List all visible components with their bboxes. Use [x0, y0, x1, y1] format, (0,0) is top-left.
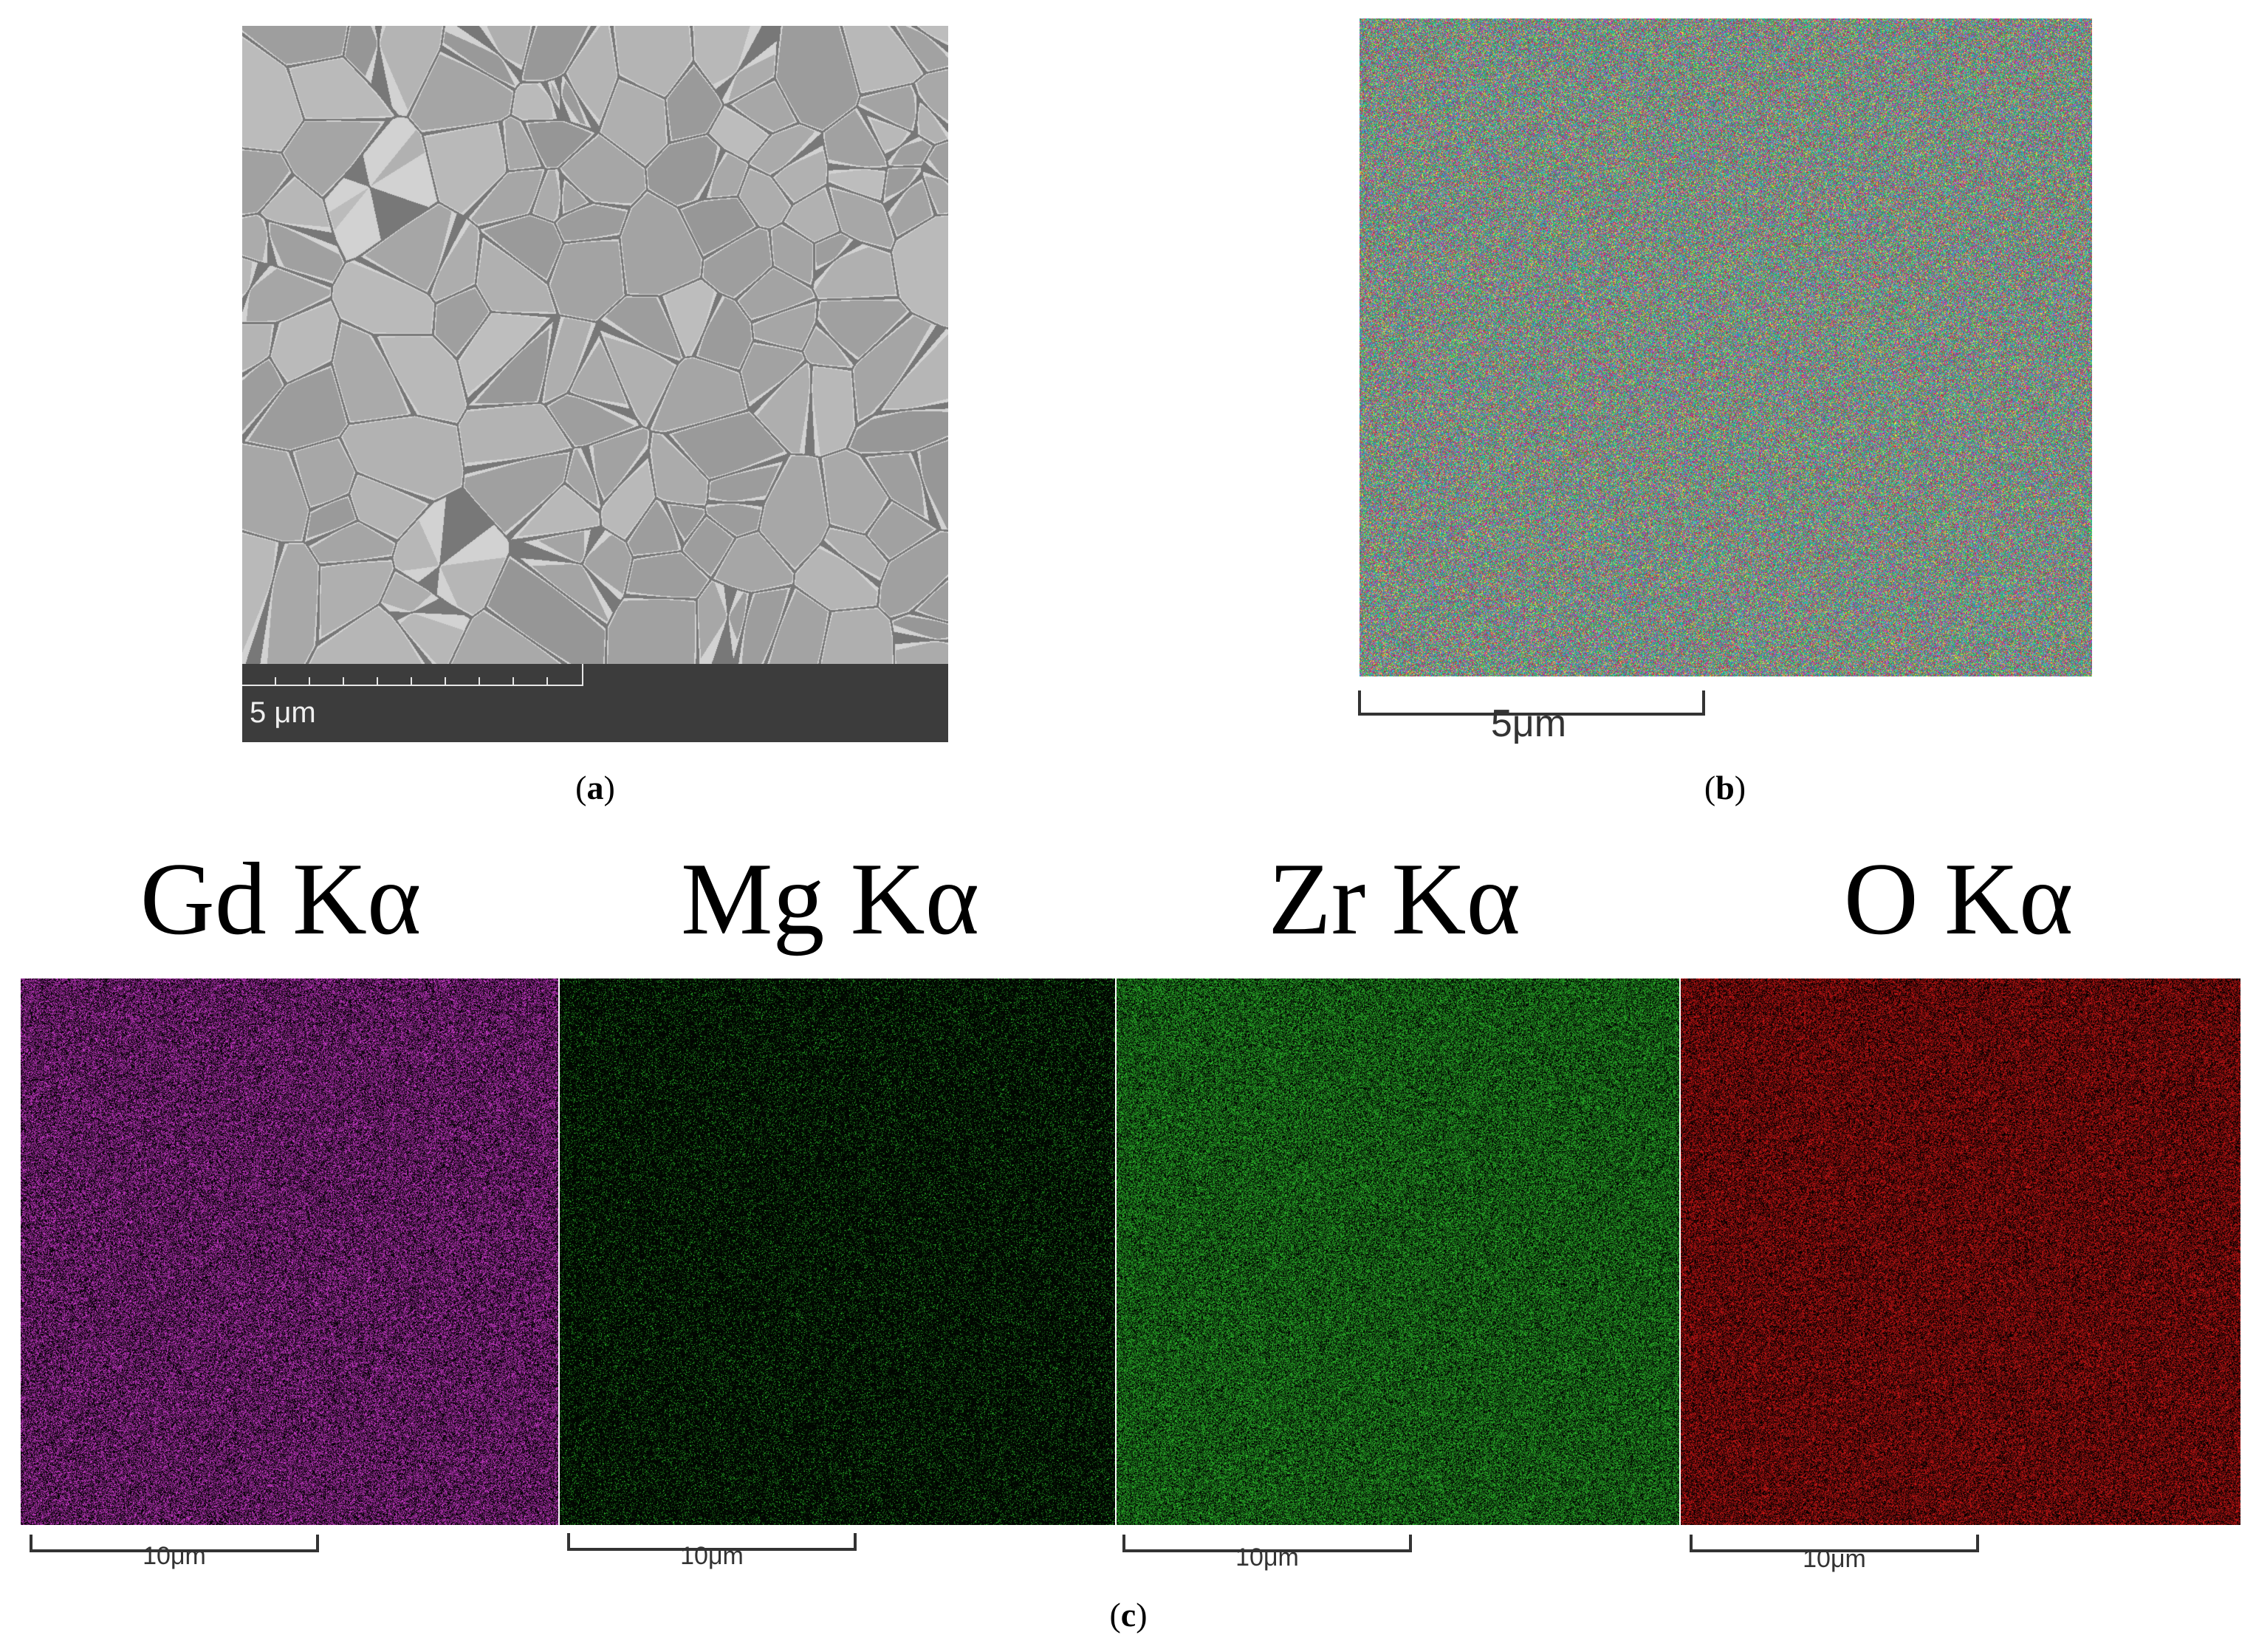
gd-scale-bar: [30, 1535, 319, 1552]
o-scale-label: 10μm: [1803, 1545, 1866, 1573]
zr-element-map: [1117, 978, 1679, 1525]
sem-scale-label: 5 μm: [250, 696, 316, 729]
o-element-map: [1681, 978, 2240, 1525]
sem-micrograph: 5 μm: [242, 26, 948, 742]
map-title-o: O Kα: [1843, 842, 2074, 956]
mg-scale-bar: [567, 1533, 857, 1551]
eds-overlay-image: [1360, 18, 2092, 676]
o-scale-bar: [1690, 1535, 1979, 1552]
mg-scale-label: 10μm: [680, 1542, 744, 1570]
zr-scale-label: 10μm: [1235, 1543, 1299, 1572]
eds-overlay-map: [1360, 18, 2092, 676]
zr-scale-bar: [1122, 1535, 1412, 1552]
sem-grain-image: [242, 26, 948, 664]
sem-data-bar: 5 μm: [242, 664, 948, 742]
map-title-mg: Mg Kα: [681, 842, 979, 956]
caption-b: (b): [1704, 769, 1746, 806]
map-title-gd: Gd Kα: [140, 842, 422, 956]
mg-element-map: [560, 978, 1115, 1525]
caption-a: (a): [575, 769, 615, 806]
caption-c: (c): [1109, 1596, 1148, 1634]
overlay-scale-label: 5μm: [1490, 702, 1567, 745]
overlay-scale-bar: [1358, 690, 1705, 716]
map-title-zr: Zr Kα: [1268, 842, 1520, 956]
sem-scale-ruler: [242, 664, 583, 686]
gd-element-map: [21, 978, 558, 1525]
gd-scale-label: 10μm: [143, 1542, 206, 1570]
